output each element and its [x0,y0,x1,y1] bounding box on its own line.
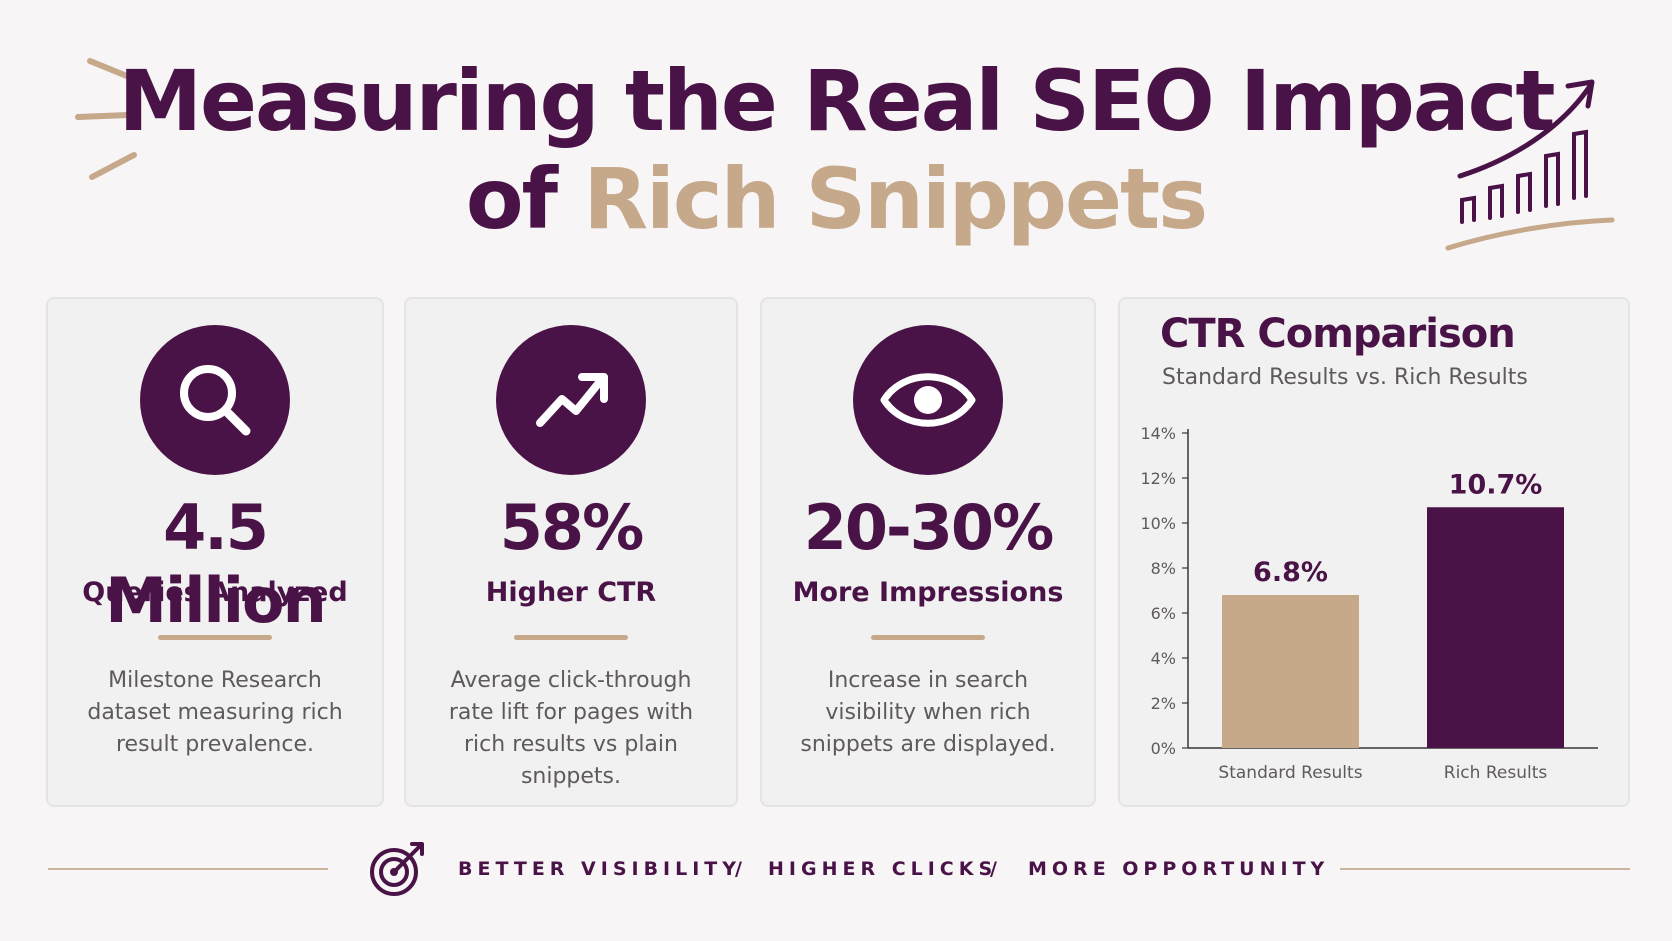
footer-tag-clicks: HIGHER CLICKS [768,858,998,880]
page-title-line2: of Rich Snippets [0,150,1672,248]
target-icon [370,842,424,896]
stat-icon-badge [140,325,290,475]
divider [871,635,985,640]
stat-description: Increase in search visibility when rich … [800,668,1056,757]
stat-description: Milestone Research dataset measuring ric… [87,668,343,757]
stat-label: Queries Analyzed [82,577,348,608]
y-tick-label: 6% [1151,604,1176,623]
chart-card: CTR Comparison Standard Results vs. Rich… [1118,297,1630,807]
footer-separator: / [990,858,1002,880]
y-tick-label: 2% [1151,694,1176,713]
header: Measuring the Real SEO Impact of Rich Sn… [0,0,1672,280]
stat-value: 4.5 Million [105,491,326,637]
y-tick-label: 8% [1151,559,1176,578]
magnifier-icon [180,365,251,436]
x-tick-label: Standard Results [1218,763,1362,783]
accent-dashes-icon [75,58,137,180]
ctr-bar-chart: 0% 2% 4% 6% 8% 10% 12% 14% 6.8% Standard Results 1… [1140,424,1598,783]
y-tick-label: 14% [1140,424,1176,443]
footer-rule-right [1340,868,1630,870]
divider [158,635,272,640]
x-tick-label: Rich Results [1444,763,1548,783]
y-tick-label: 4% [1151,649,1176,668]
data-label: 6.8% [1253,557,1328,588]
bar [1222,595,1359,748]
divider [514,635,628,640]
stat-icon-badge [496,325,646,475]
footer-tag-opportunity: MORE OPPORTUNITY [1028,858,1330,880]
chart-subtitle: Standard Results vs. Rich Results [1162,365,1528,390]
footer-rule-left [48,868,328,870]
footer-separator: / [735,858,747,880]
data-label: 10.7% [1449,469,1543,500]
y-tick-label: 12% [1140,469,1176,488]
page-title-of: of [465,150,558,248]
page-title-highlight: Rich Snippets [583,150,1208,248]
stat-description: Average click-through rate lift for page… [448,668,694,789]
footer-tag-visibility: BETTER VISIBILITY [458,858,742,880]
stat-icon-badge [853,325,1003,475]
stat-card-queries: 4.5 Million Queries Analyzed Milestone R… [46,297,384,807]
growth-chart-icon [1445,79,1615,251]
bar [1427,507,1564,748]
stat-label: More Impressions [792,577,1064,608]
trend-up-icon [536,373,608,427]
y-tick-label: 0% [1151,739,1176,758]
chart-title: CTR Comparison [1160,311,1516,357]
stat-card-impressions: 20-30% More Impressions Increase in sear… [760,297,1096,807]
stat-label: Higher CTR [485,577,657,608]
page-title-line1: Measuring the Real SEO Impact [118,52,1555,150]
stat-value: 58% [499,491,644,564]
stat-value: 20-30% [803,491,1054,564]
eye-icon [880,373,976,427]
y-tick-label: 10% [1140,514,1176,533]
stat-card-ctr: 58% Higher CTR Average click-through rat… [404,297,738,807]
